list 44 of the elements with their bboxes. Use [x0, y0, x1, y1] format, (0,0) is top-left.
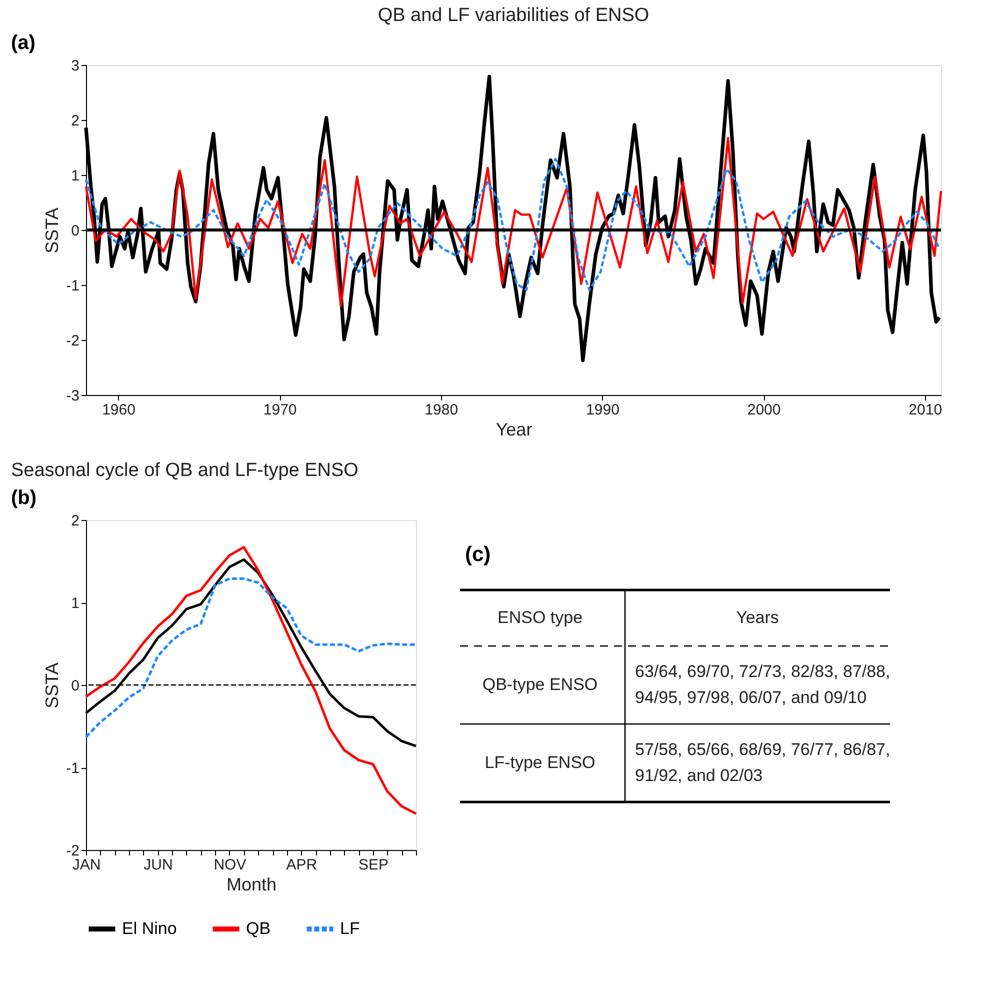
legend-label: El Nino	[122, 919, 177, 938]
line-series	[84, 546, 418, 815]
text: (c)	[465, 543, 491, 566]
y-tick-label: -2	[66, 842, 80, 860]
category-label: QB-type ENSO	[482, 675, 598, 694]
x-tick-label: 1970	[263, 402, 297, 418]
legend-label: LF	[340, 919, 360, 938]
x-tick-label: SEP	[358, 856, 388, 874]
y-tick-label: 0	[71, 222, 80, 240]
chart-title: Seasonal cycle of QB and LF-type ENSO	[11, 460, 358, 481]
y-tick-label: -2	[66, 332, 80, 350]
legend-label: QB	[246, 919, 271, 938]
text: 63/64, 69/70, 72/73, 82/83, 87/88, 94/95, 97/98, 06/07, and 09/10	[635, 662, 890, 707]
y-tick-label: -1	[66, 278, 80, 294]
x-tick-label: NOV	[214, 856, 246, 874]
x-axis-title: Year	[496, 420, 532, 440]
y-axis-title: SSTA	[42, 662, 62, 708]
y-tick-label: -3	[66, 388, 80, 404]
x-tick-label: JAN	[72, 856, 101, 874]
text: Years	[736, 608, 779, 627]
x-tick-label: 2000	[747, 402, 781, 418]
x-tick-label: 1960	[102, 402, 136, 418]
x-tick-label: 2010	[908, 402, 942, 418]
line-series	[84, 158, 941, 292]
y-tick-label: 0	[71, 678, 80, 694]
x-tick-label: JUN	[144, 856, 173, 874]
line-series	[84, 137, 942, 308]
y-tick-label: 1	[71, 595, 80, 612]
x-axis-title: Month	[226, 874, 277, 894]
y-tick-label: 1	[71, 168, 80, 184]
x-tick-label: APR	[286, 856, 318, 874]
y-tick-label: 3	[71, 58, 80, 74]
category-label: LF-type ENSO	[484, 753, 596, 772]
y-tick-label: -1	[66, 760, 80, 777]
category-label: ENSO type	[497, 608, 583, 627]
chart-title: QB and LF variabilities of ENSO	[378, 5, 650, 26]
y-tick-label: 2	[71, 512, 80, 530]
y-tick-label: 2	[71, 112, 80, 130]
y-axis-title: SSTA	[42, 208, 62, 254]
text: (a)	[11, 32, 36, 54]
x-tick-label: 1980	[424, 402, 458, 418]
text: 57/58, 65/66, 68/69, 76/77, 86/87, 91/92, and 02/03	[635, 740, 890, 785]
text: (b)	[11, 487, 37, 509]
x-tick-label: 1990	[586, 402, 620, 418]
